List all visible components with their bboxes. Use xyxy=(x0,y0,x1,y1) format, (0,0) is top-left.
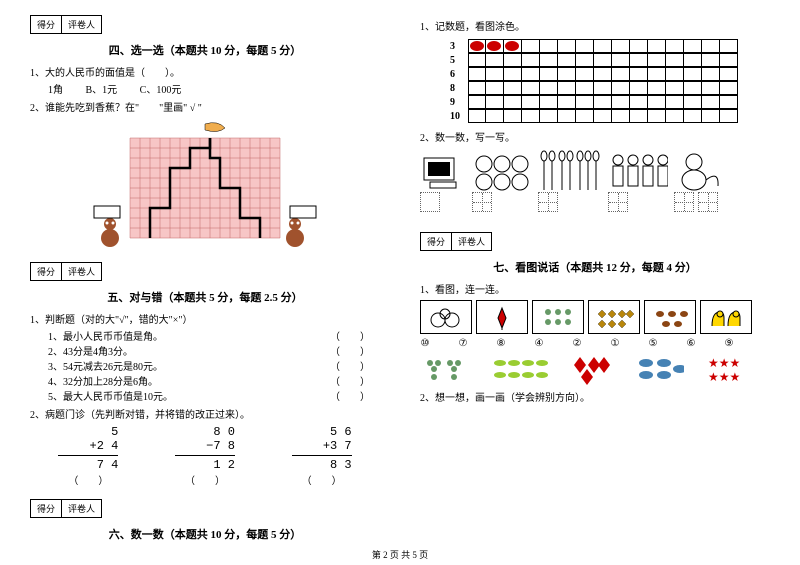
left-column: 得分 评卷人 四、选一选（本题共 10 分，每题 5 分） 1、大的人民币的面值… xyxy=(30,15,380,548)
math-1: 5 +2 4 7 4 （ ） xyxy=(58,425,118,487)
pics-bottom: ★★★★★★ xyxy=(420,355,770,385)
sec4-q1: 1、大的人民币的面值是（ ）。 xyxy=(30,64,380,79)
sec7-q1: 1、看图，连一连。 xyxy=(420,281,770,296)
sec7-title: 七、看图说话（本题共 12 分，每题 4 分） xyxy=(420,259,770,275)
sec6-title: 六、数一数（本题共 10 分，每题 5 分） xyxy=(30,526,380,542)
abacus-chart: 3 5 6 8 9 10 xyxy=(450,39,770,123)
math-2: 8 0 −7 8 1 2 （ ） xyxy=(175,425,235,487)
opt-a: 1角 xyxy=(48,85,63,96)
right-column: 1、记数题，看图涂色。 3 5 6 8 9 10 2、数一数，写一写。 xyxy=(420,15,770,548)
opt-c: C、100元 xyxy=(140,85,182,96)
svg-text:★★★: ★★★ xyxy=(708,356,740,370)
sec6-q2: 2、数一数，写一写。 xyxy=(420,129,770,144)
sec5-title: 五、对与错（本题共 5 分，每题 2.5 分） xyxy=(30,289,380,305)
fish-icon xyxy=(636,355,684,385)
leaves-icon xyxy=(492,355,548,385)
score-box-sec6: 得分 评卷人 xyxy=(30,499,102,518)
opt-b: B、1元 xyxy=(86,85,118,96)
abacus-row-label: 10 xyxy=(450,111,468,122)
abacus-row-label: 9 xyxy=(450,97,468,108)
sec7-q2: 2、想一想，画一画（学会辨别方向）。 xyxy=(420,389,770,404)
num-labels: ⑩ ⑦ ⑧ ④ ② ① ⑤ ⑥ ⑨ xyxy=(406,338,770,349)
score-box-sec4: 得分 评卷人 xyxy=(30,15,102,34)
count-objects xyxy=(420,150,770,212)
sec4-q1-opts: 1角 B、1元 C、100元 xyxy=(30,81,380,96)
score-box-sec5: 得分 评卷人 xyxy=(30,262,102,281)
abacus-row-label: 5 xyxy=(450,55,468,66)
banana-grid xyxy=(90,118,320,258)
sec5-q2: 2、病题门诊（先判断对错，并将错的改正过来）。 xyxy=(30,406,380,421)
math-3: 5 6 +3 7 8 3 （ ） xyxy=(292,425,352,487)
sec4-title: 四、选一选（本题共 10 分，每题 5 分） xyxy=(30,42,380,58)
diamonds-icon xyxy=(572,355,612,385)
math-problems: 5 +2 4 7 4 （ ） 8 0 −7 8 1 2 （ ） 5 6 +3 7… xyxy=(30,425,380,487)
svg-text:★★★: ★★★ xyxy=(708,370,740,384)
sec5-tf-list: 1、最小人民币币值是角。（ ） 2、43分是4角3分。（ ） 3、54元减去26… xyxy=(30,328,380,403)
score-label: 得分 xyxy=(31,16,62,33)
grader-label: 评卷人 xyxy=(62,16,101,33)
grapes-icon xyxy=(420,355,468,385)
stars-icon: ★★★★★★ xyxy=(708,355,756,385)
abacus-row-label: 8 xyxy=(450,83,468,94)
score-box-sec7: 得分 评卷人 xyxy=(420,232,492,251)
sec6-q1: 1、记数题，看图涂色。 xyxy=(420,18,770,33)
pics-top xyxy=(420,300,770,334)
sec4-q2: 2、谁能先吃到香蕉？在" "里画" √ " xyxy=(30,99,380,114)
sec5-q1: 1、判断题（对的大"√"，错的大"×"） xyxy=(30,311,380,326)
page-footer: 第 2 页 共 5 页 xyxy=(0,548,800,561)
abacus-row-label: 3 xyxy=(450,41,468,52)
abacus-row-label: 6 xyxy=(450,69,468,80)
